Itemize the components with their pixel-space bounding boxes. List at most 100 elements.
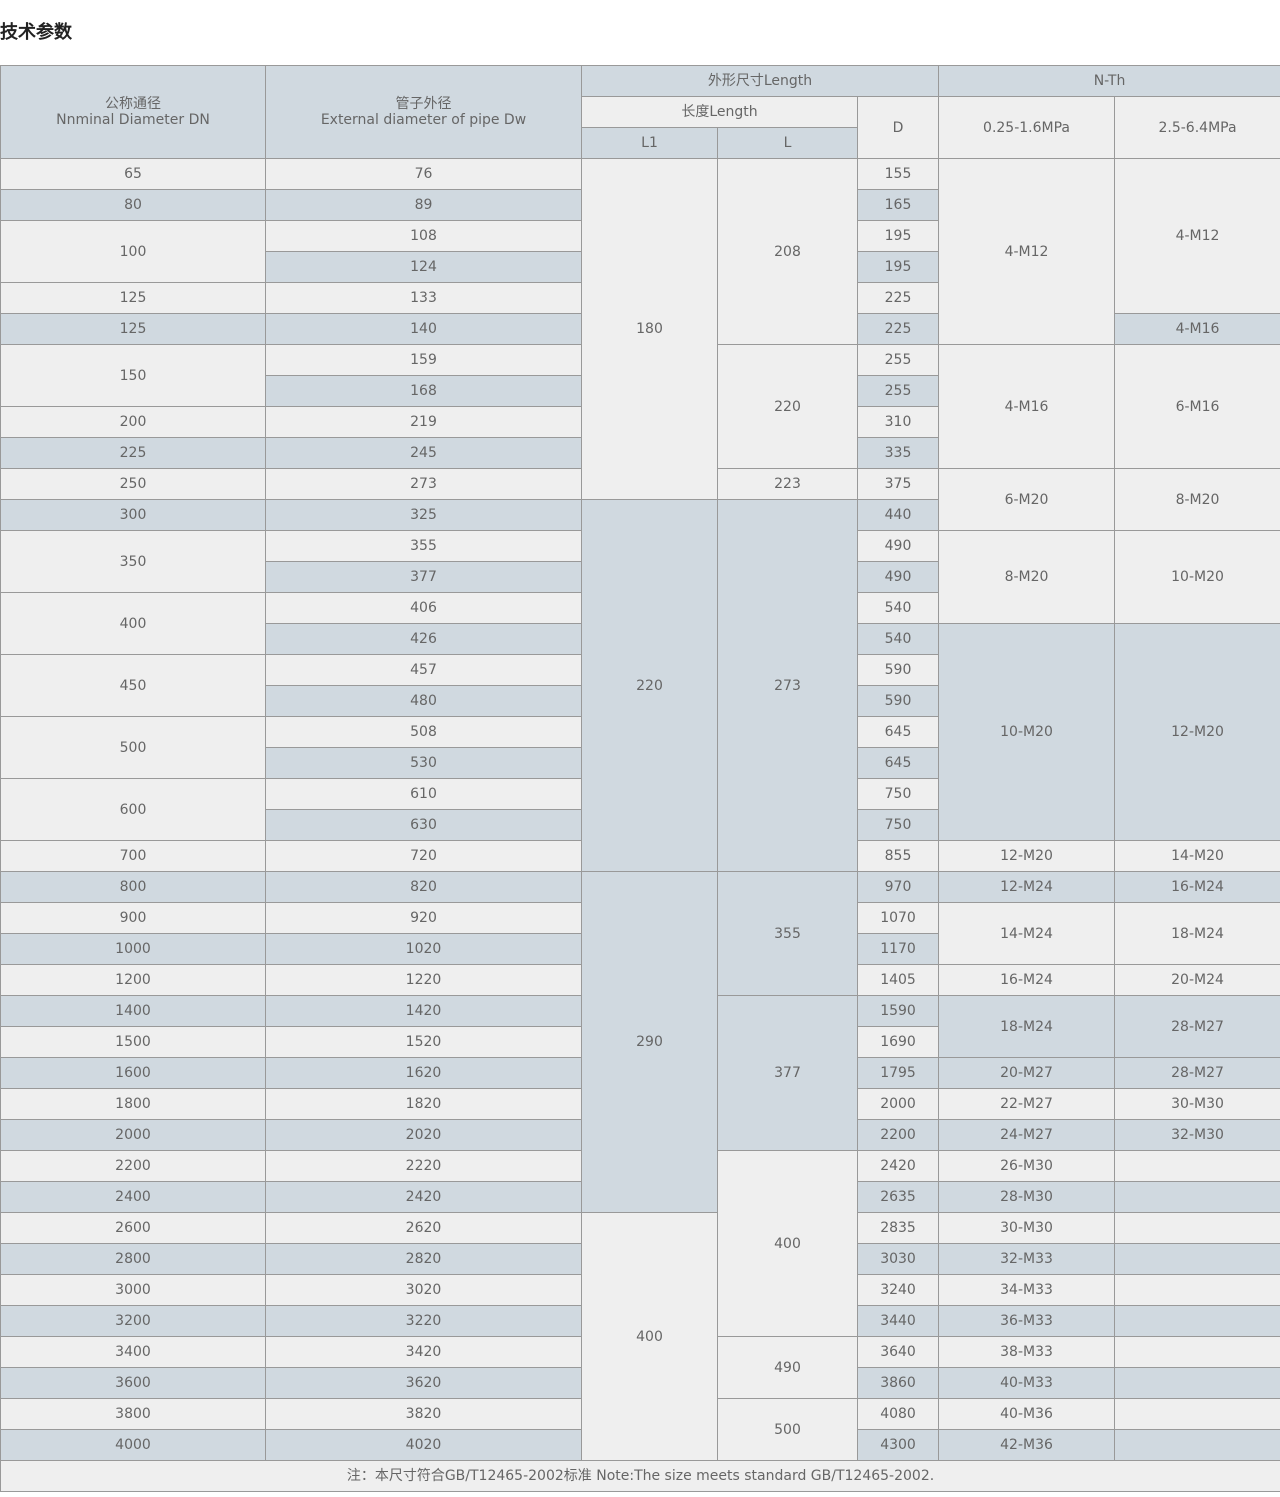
table-row: 100 108 195 (0, 220, 1280, 283)
header-dn: 公称通径 Nnminal Diameter DN (0, 65, 266, 159)
cell-p2: 18-M24 (1114, 902, 1280, 965)
table-row: 3800 3820 500 4080 40-M36 (0, 1398, 1280, 1461)
cell-dw: 1020 (265, 933, 582, 965)
cell-dn: 900 (0, 902, 266, 934)
cell-p1: 22-M27 (938, 1088, 1116, 1120)
cell-d: 4080 (856, 1398, 940, 1430)
header-length: 长度Length (581, 96, 858, 128)
header-size: 外形尺寸Length (580, 65, 940, 97)
header-l1: L1 (581, 127, 718, 159)
cell-d: 855 (856, 840, 940, 872)
cell-d: 3440 (856, 1305, 940, 1337)
cell-p2 (1114, 1181, 1280, 1213)
cell-p1: 32-M33 (938, 1243, 1116, 1275)
cell-p2: 16-M24 (1114, 871, 1280, 903)
cell-dn: 3400 (0, 1336, 266, 1368)
cell-dn: 65 (0, 158, 266, 190)
header-d: D (856, 96, 940, 159)
cell-d: 195 (856, 251, 940, 283)
cell-dw: 4020 (265, 1429, 582, 1461)
cell-dw: 720 (265, 840, 582, 872)
cell-p2 (1114, 1212, 1280, 1244)
table-row: 150 159 220 255 4-M16 6-M16 (0, 344, 1280, 469)
cell-d: 1405 (856, 964, 940, 996)
cell-dw: 245 (265, 437, 582, 469)
cell-dn: 1600 (0, 1057, 266, 1089)
cell-p2 (1114, 1398, 1280, 1430)
cell-p1: 36-M33 (938, 1305, 1116, 1337)
cell-dn: 2200 (0, 1150, 266, 1182)
cell-p1: 10-M20 (938, 623, 1116, 841)
cell-p2: 6-M16 (1114, 344, 1280, 469)
cell-p1: 38-M33 (938, 1336, 1116, 1368)
cell-dn: 225 (0, 437, 266, 469)
cell-dw: 2020 (265, 1119, 582, 1151)
spec-table: 公称通径 Nnminal Diameter DN 管子外径 External dia… (0, 65, 1280, 1492)
cell-dw: 355 (265, 530, 582, 562)
cell-dn: 125 (0, 282, 266, 314)
cell-p1: 6-M20 (938, 468, 1116, 531)
cell-l: 500 (717, 1398, 858, 1461)
table-row: 300 325 220 273 440 (0, 499, 1280, 872)
cell-p2 (1114, 1243, 1280, 1275)
cell-l1: 180 (581, 158, 718, 500)
cell-p2 (1114, 1336, 1280, 1368)
cell-dw: 273 (265, 468, 582, 500)
table-row: 2200 2220 400 2420 26-M30 (0, 1150, 1280, 1337)
cell-dw: 89 (265, 189, 582, 221)
cell-d: 645 (856, 716, 940, 748)
cell-p1: 12-M20 (938, 840, 1116, 872)
cell-dw: 159 (265, 344, 582, 376)
cell-dw: 508 (265, 716, 582, 748)
cell-d: 310 (856, 406, 940, 438)
cell-d: 3860 (856, 1367, 940, 1399)
cell-p2: 28-M27 (1114, 1057, 1280, 1089)
cell-l: 400 (717, 1150, 858, 1337)
cell-dw: 610 (265, 778, 582, 810)
cell-p1: 8-M20 (938, 530, 1116, 624)
table-row: 124 195 (1, 251, 1280, 283)
cell-d: 155 (856, 158, 940, 190)
cell-d: 540 (856, 623, 940, 655)
table-row: 1000 1020 1170 (0, 933, 1280, 965)
table-row: 125 133 225 (0, 282, 1280, 314)
cell-p2: 10-M20 (1114, 530, 1280, 624)
cell-dw: 1520 (265, 1026, 582, 1058)
cell-d: 1170 (856, 933, 940, 965)
table-row: 530 645 (1, 747, 1280, 779)
cell-p2 (1114, 1150, 1280, 1182)
cell-d: 2835 (856, 1212, 940, 1244)
table-row: 2600 2620 400 2835 30-M30 (0, 1212, 1280, 1461)
cell-p2 (1114, 1305, 1280, 1337)
cell-d: 1590 (856, 995, 940, 1027)
cell-dw: 426 (265, 623, 582, 655)
cell-dw: 2220 (265, 1150, 582, 1182)
cell-dw: 406 (265, 592, 582, 624)
cell-dw: 2820 (265, 1243, 582, 1275)
cell-l: 208 (717, 158, 858, 345)
cell-dn: 150 (0, 344, 266, 407)
cell-d: 750 (856, 778, 940, 810)
cell-dn: 1200 (0, 964, 266, 996)
cell-d: 645 (856, 747, 940, 779)
table-row: 630 750 (1, 809, 1280, 841)
table-row: 426 540 10-M20 12-M20 (1, 623, 1280, 841)
cell-p2: 4-M16 (1114, 313, 1280, 345)
cell-dn: 300 (0, 499, 266, 531)
cell-dw: 325 (265, 499, 582, 531)
cell-d: 165 (856, 189, 940, 221)
cell-d: 335 (856, 437, 940, 469)
table-row: 2800 2820 3030 32-M33 (0, 1243, 1280, 1275)
table-row: 400 406 540 (0, 592, 1280, 655)
header-dn-en: Nnminal Diameter DN (56, 112, 210, 128)
header-dn-cn: 公称通径 (105, 96, 161, 112)
cell-dw: 820 (265, 871, 582, 903)
cell-l1: 290 (581, 871, 718, 1213)
cell-dw: 1620 (265, 1057, 582, 1089)
cell-l: 490 (717, 1336, 858, 1399)
cell-dn: 4000 (0, 1429, 266, 1461)
cell-dw: 140 (265, 313, 582, 345)
header-dw-cn: 管子外径 (395, 96, 452, 112)
cell-dw: 3020 (265, 1274, 582, 1306)
cell-p2 (1114, 1367, 1280, 1399)
